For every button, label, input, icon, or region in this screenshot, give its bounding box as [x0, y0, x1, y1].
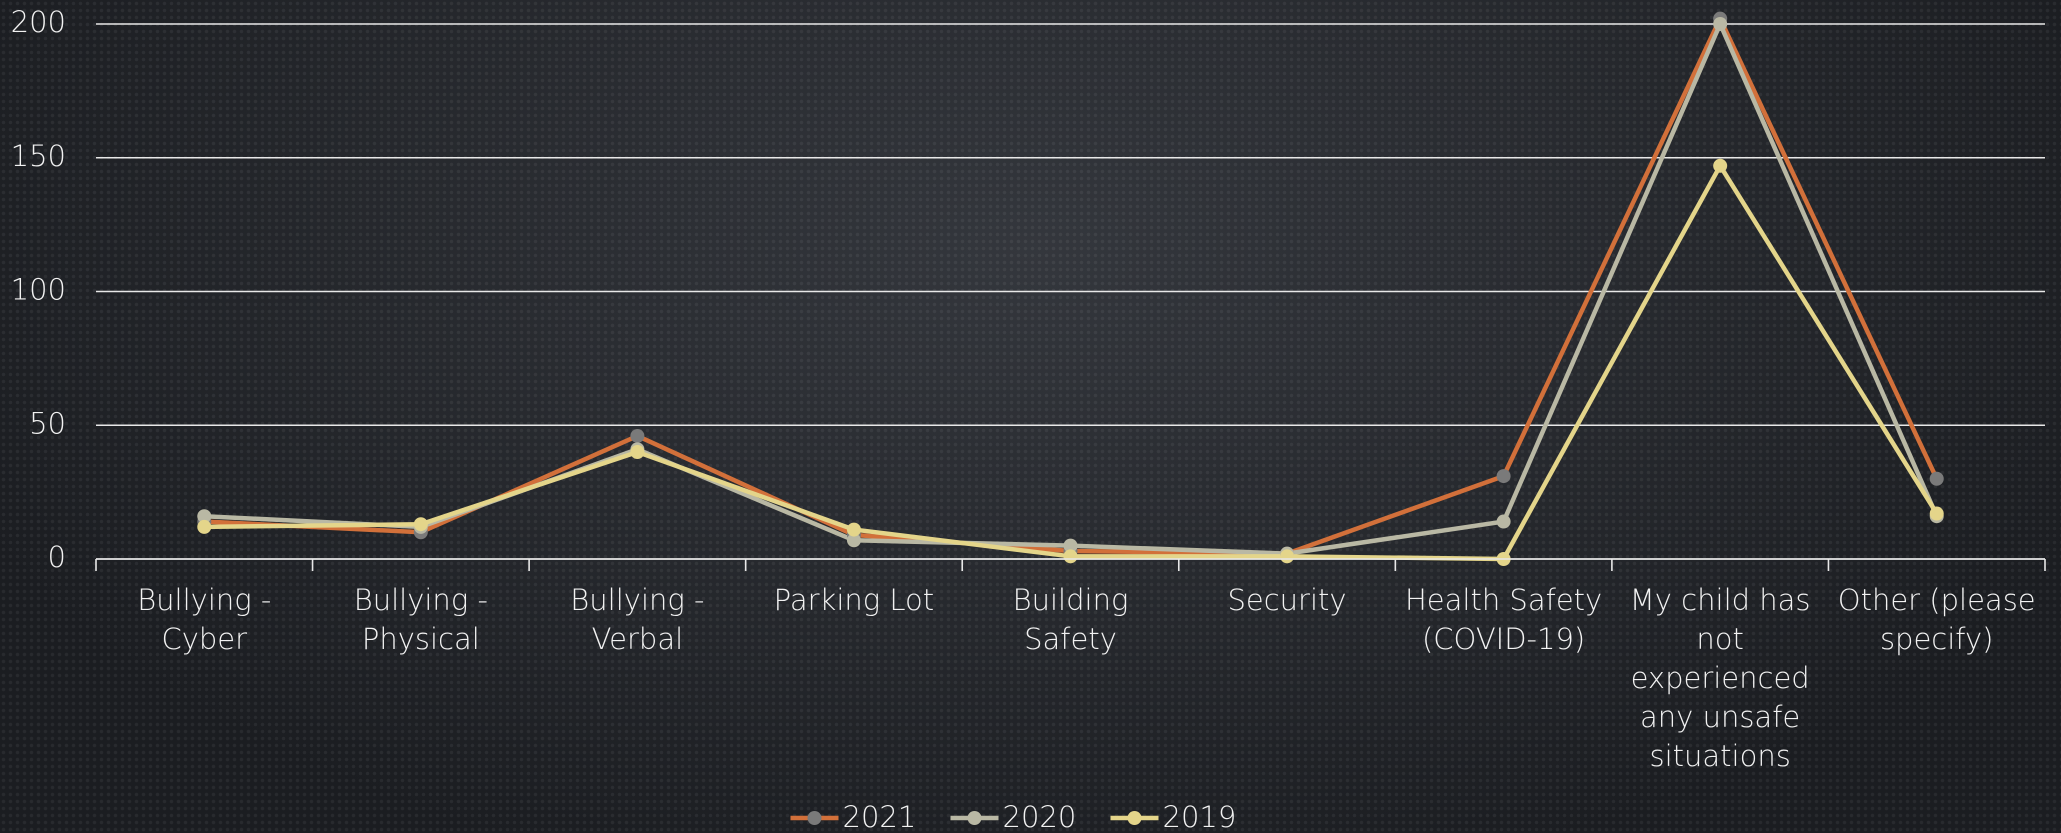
x-tick-label: Building Safety — [1012, 583, 1129, 656]
point — [1713, 158, 1728, 173]
legend-marker — [1127, 811, 1142, 825]
x-tick-label: Bullying - Cyber — [137, 583, 272, 656]
y-tick-label: 100 — [11, 273, 66, 307]
point — [1063, 549, 1078, 564]
point — [197, 519, 212, 534]
point — [630, 445, 645, 459]
point — [1929, 506, 1944, 521]
x-tick-label: Bullying - Physical — [353, 583, 488, 656]
x-tick-label: My child has not experienced any unsafe … — [1629, 583, 1811, 773]
point — [197, 509, 212, 524]
point — [1063, 538, 1078, 553]
y-tick-label: 0 — [48, 540, 66, 574]
point — [1713, 17, 1728, 31]
point — [1496, 469, 1511, 484]
x-tick-label: Other (please specify) — [1837, 583, 2036, 656]
series-line — [204, 163, 1939, 562]
legend-marker — [807, 811, 822, 825]
legend-label: 2021 — [843, 800, 917, 833]
point — [1280, 549, 1295, 564]
series-line — [204, 16, 1939, 556]
point — [846, 522, 861, 537]
legend-label: 2020 — [1003, 800, 1077, 833]
x-tick-label: Health Safety (COVID-19) — [1404, 583, 1603, 656]
point — [413, 517, 428, 532]
point — [1496, 514, 1511, 529]
legend-label: 2019 — [1163, 800, 1237, 833]
point — [846, 533, 861, 548]
y-tick-label: 200 — [11, 5, 66, 39]
x-tick-label: Security — [1227, 583, 1347, 617]
point — [630, 428, 645, 443]
x-tick-label: Bullying - Verbal — [570, 583, 705, 656]
legend-marker — [967, 811, 982, 825]
y-tick-label: 50 — [29, 406, 66, 440]
y-tick-label: 150 — [11, 139, 66, 173]
series-line — [204, 21, 1939, 556]
x-tick-label: Parking Lot — [773, 583, 935, 617]
point — [1929, 471, 1944, 486]
